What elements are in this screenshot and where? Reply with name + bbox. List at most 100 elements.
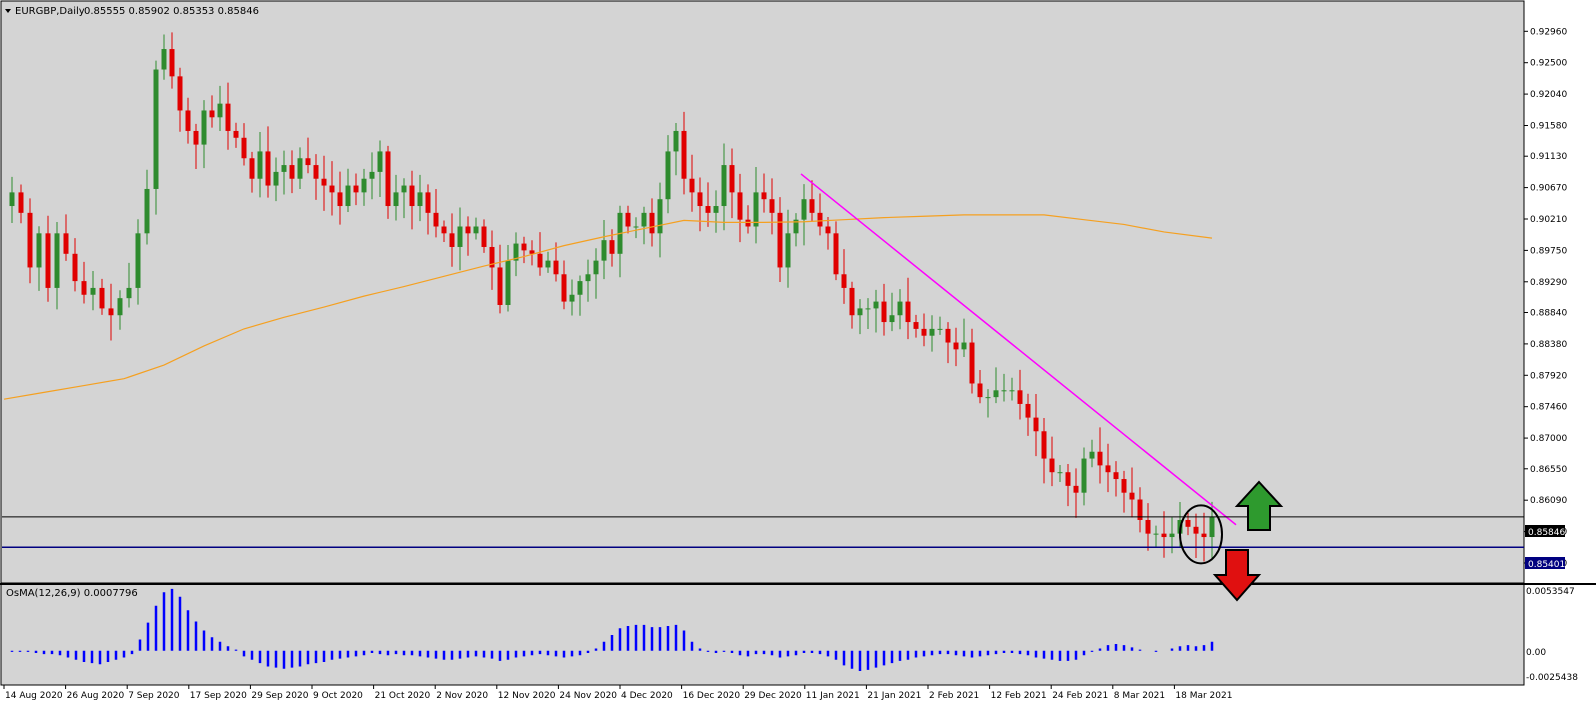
dropdown-triangle-icon[interactable]: [5, 9, 11, 13]
annotation-layer: [2, 173, 1524, 602]
candle-body: [265, 151, 271, 186]
moving-average-line: [3, 214, 1213, 400]
support-price-box: [1525, 557, 1565, 569]
candle-body: [657, 199, 663, 234]
candle-body: [9, 192, 15, 207]
candle-body: [63, 233, 69, 254]
candle-body: [817, 212, 823, 227]
main-plot-area: [0, 0, 1525, 584]
price-tick-label: 0.87460: [1530, 403, 1567, 413]
candle-body: [857, 308, 863, 316]
time-tick-label: 2 Nov 2020: [436, 691, 488, 701]
candle-body: [273, 171, 279, 186]
osma-histogram: [10, 588, 1214, 671]
time-tick-label: 8 Mar 2021: [1114, 691, 1165, 701]
candle-body: [977, 383, 983, 398]
candle-body: [1185, 519, 1191, 527]
time-tick-label: 18 Mar 2021: [1175, 691, 1232, 701]
candle-body: [825, 226, 831, 234]
candle-body: [45, 233, 51, 288]
candle-body: [401, 185, 407, 193]
candle-body: [569, 294, 575, 302]
candle-body: [753, 192, 759, 227]
candle-body: [385, 151, 391, 207]
candle-body: [441, 226, 447, 234]
candle-body: [841, 274, 847, 288]
candle-body: [201, 110, 207, 145]
support-price-tag: 0.85401: [1525, 557, 1565, 570]
candle-body: [1169, 533, 1175, 538]
candle-body: [108, 308, 114, 316]
candle-body: [18, 192, 24, 213]
candle-body: [865, 308, 871, 310]
candle-body: [809, 199, 815, 213]
candle-body: [1193, 526, 1199, 534]
highlight-circle: [1179, 504, 1223, 565]
osma-label: OsMA(12,26,9) 0.0007796: [6, 588, 138, 599]
candle-body: [969, 342, 975, 384]
candle-body: [937, 328, 943, 330]
candle-body: [649, 212, 655, 234]
candle-body: [1137, 499, 1143, 520]
current-price-label: 0.85846: [1528, 528, 1565, 538]
price-tick-label: 0.92960: [1530, 27, 1567, 37]
candle-body: [473, 226, 479, 234]
candle-body: [545, 260, 551, 268]
candle-body: [1121, 479, 1127, 493]
candle-body: [99, 287, 105, 309]
candle-body: [153, 69, 159, 189]
candle-body: [1097, 451, 1103, 466]
candle-body: [737, 192, 743, 220]
price-tick-label: 0.88380: [1530, 340, 1567, 350]
downtrend-line[interactable]: [800, 173, 1237, 526]
candle-body: [1089, 451, 1095, 459]
candle-body: [233, 130, 239, 138]
candle-body: [297, 158, 303, 179]
price-tick-label: 0.90210: [1530, 215, 1567, 225]
candle-body: [553, 260, 559, 275]
symbol-label: EURGBP,Daily: [15, 6, 85, 17]
candle-body: [425, 192, 431, 213]
candle-body: [489, 246, 495, 268]
time-tick-label: 2 Feb 2021: [929, 691, 979, 701]
candle-body: [689, 178, 695, 193]
time-tick-label: 29 Dec 2020: [744, 691, 802, 701]
candle-body: [833, 233, 839, 275]
candle-body: [1129, 492, 1135, 500]
candle-body: [1081, 458, 1087, 493]
candle-body: [117, 298, 123, 316]
candle-body: [1001, 390, 1007, 392]
candle-body: [849, 287, 855, 316]
candle-body: [561, 274, 567, 302]
price-tick-label: 0.87920: [1530, 371, 1567, 381]
candle-body: [185, 110, 191, 131]
candle-body: [209, 110, 215, 118]
candle-body: [281, 165, 287, 172]
candle-body: [513, 243, 519, 261]
candle-body: [673, 130, 679, 152]
candle-body: [241, 137, 247, 159]
time-tick-label: 24 Nov 2020: [559, 691, 617, 701]
candle-body: [337, 192, 343, 207]
candle-body: [329, 185, 335, 193]
candle-body: [1017, 390, 1023, 404]
green-up-arrow-icon: [1234, 480, 1284, 531]
candle-body: [785, 233, 791, 268]
candle-body: [345, 185, 351, 207]
candle-body: [665, 151, 671, 200]
candle-body: [225, 103, 231, 131]
candle-body: [1161, 533, 1167, 538]
candle-body: [777, 212, 783, 268]
time-tick-label: 26 Aug 2020: [67, 691, 125, 701]
candle-body: [993, 390, 999, 398]
candle-body: [72, 253, 78, 282]
candle-body: [249, 158, 255, 179]
candle-body: [1009, 390, 1015, 392]
candle-body: [1057, 472, 1063, 474]
time-tick-label: 17 Sep 2020: [190, 691, 247, 701]
time-tick-label: 21 Oct 2020: [375, 691, 431, 701]
candle-body: [177, 76, 183, 111]
price-tick-label: 0.91130: [1530, 152, 1567, 162]
candle-body: [761, 192, 767, 200]
